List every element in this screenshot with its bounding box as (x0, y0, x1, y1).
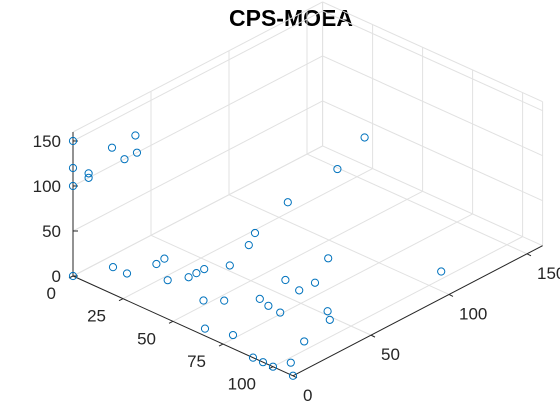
gridline (322, 10, 543, 112)
data-point (68, 271, 78, 281)
data-point (333, 164, 342, 174)
data-point (248, 353, 258, 362)
gridline (72, 10, 323, 142)
gridline (150, 234, 372, 336)
x-tick-label: 75 (187, 352, 206, 371)
x-tick-label: 50 (137, 329, 156, 348)
data-point (84, 169, 93, 178)
data-point (323, 307, 332, 316)
x-tick (118, 298, 124, 302)
z-tick-label: 150 (33, 132, 61, 151)
data-point (437, 267, 446, 276)
data-point (192, 269, 201, 278)
gridline (72, 1, 323, 133)
data-point (200, 324, 210, 333)
data-point (300, 337, 309, 346)
data-point (68, 181, 78, 191)
data-point (199, 296, 208, 305)
data-point (286, 358, 295, 367)
x-tick (168, 320, 174, 324)
data-point (244, 241, 253, 250)
data-point (283, 198, 292, 207)
gridline (172, 190, 423, 322)
data-point (264, 301, 273, 310)
data-point (228, 330, 238, 340)
data-point (131, 131, 140, 140)
data-point (152, 259, 161, 269)
gridline (72, 55, 323, 187)
tick-labels: 0 50 100 150 0 25 50 75 100 0 50 100 150 (33, 132, 560, 405)
y-axis-line (292, 245, 543, 377)
grid-layer (72, 1, 544, 377)
gridline (72, 145, 323, 277)
data-point (258, 358, 268, 367)
data-point (68, 136, 78, 146)
data-point (220, 296, 229, 305)
data-point (324, 254, 333, 263)
z-tick-label: 100 (33, 177, 61, 196)
y-tick-label: 150 (537, 264, 560, 283)
gridline (222, 213, 473, 345)
z-tick-label: 50 (42, 222, 61, 241)
y-tick (370, 334, 376, 338)
gridline (322, 1, 543, 103)
y-tick-label: 0 (303, 386, 312, 405)
gridline (272, 236, 523, 368)
data-point (288, 371, 298, 380)
data-point (120, 155, 129, 164)
x-tick (218, 343, 224, 347)
data-point (160, 254, 169, 263)
data-point (360, 133, 369, 142)
y-tick-label: 50 (381, 345, 400, 364)
data-point (107, 143, 117, 152)
data-point (108, 263, 118, 272)
data-point (122, 269, 132, 278)
data-point (163, 276, 172, 285)
x-tick-label: 100 (228, 375, 256, 394)
y-tick-label: 100 (459, 304, 487, 323)
z-tick-label: 0 (52, 267, 61, 286)
data-point (268, 362, 278, 371)
gridline (306, 153, 528, 255)
data-points (68, 131, 446, 380)
gridline (322, 55, 543, 157)
data-point (295, 286, 304, 295)
data-point (310, 278, 320, 287)
gridline (322, 145, 543, 247)
data-point (225, 261, 234, 270)
x-tick-label: 0 (47, 284, 56, 303)
x-tick-label: 25 (87, 307, 106, 326)
y-tick (526, 253, 532, 257)
data-point (200, 264, 209, 274)
data-point (255, 294, 264, 303)
gridline (122, 168, 373, 300)
data-point (276, 308, 285, 317)
y-tick (448, 294, 454, 297)
gridline (322, 100, 543, 202)
data-point (132, 148, 142, 157)
data-point (325, 315, 334, 324)
gridline (72, 100, 323, 232)
data-point (84, 173, 93, 182)
data-point (281, 275, 290, 285)
data-point (250, 228, 260, 238)
data-point (184, 273, 193, 282)
gridline (228, 194, 450, 295)
data-point (68, 163, 78, 173)
